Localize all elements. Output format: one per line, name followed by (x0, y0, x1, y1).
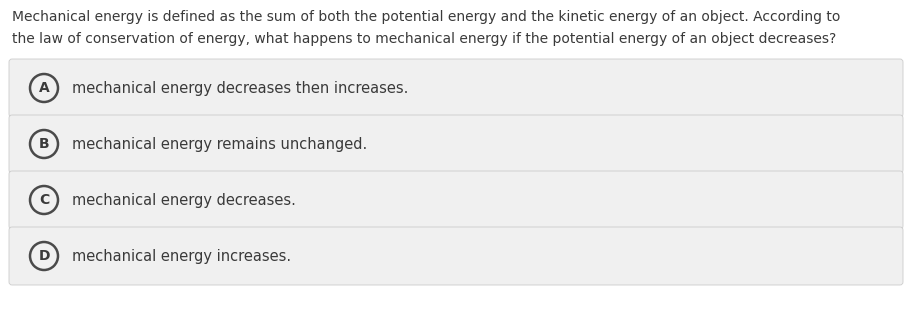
Text: mechanical energy remains unchanged.: mechanical energy remains unchanged. (72, 137, 367, 152)
Circle shape (30, 130, 58, 158)
Text: Mechanical energy is defined as the sum of both the potential energy and the kin: Mechanical energy is defined as the sum … (12, 10, 839, 24)
Text: D: D (38, 249, 50, 263)
Text: A: A (38, 81, 49, 95)
Circle shape (30, 186, 58, 214)
Text: the law of conservation of energy, what happens to mechanical energy if the pote: the law of conservation of energy, what … (12, 32, 835, 46)
Circle shape (30, 242, 58, 270)
Text: mechanical energy increases.: mechanical energy increases. (72, 248, 291, 264)
Text: C: C (39, 193, 49, 207)
FancyBboxPatch shape (9, 171, 902, 229)
Text: B: B (38, 137, 49, 151)
Circle shape (30, 74, 58, 102)
FancyBboxPatch shape (9, 59, 902, 117)
FancyBboxPatch shape (9, 115, 902, 173)
Text: mechanical energy decreases.: mechanical energy decreases. (72, 193, 295, 207)
FancyBboxPatch shape (9, 227, 902, 285)
Text: mechanical energy decreases then increases.: mechanical energy decreases then increas… (72, 80, 408, 95)
